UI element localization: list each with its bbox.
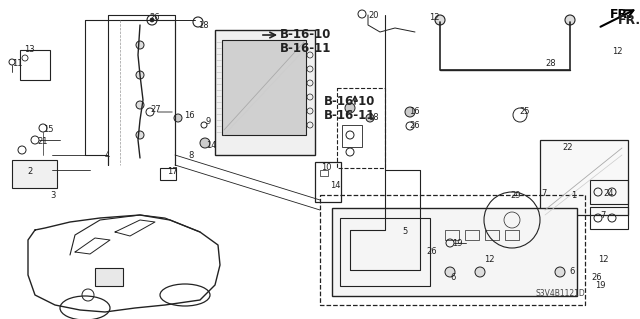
Bar [95, 268, 123, 286]
Circle shape [136, 41, 144, 49]
Text: 27: 27 [150, 106, 161, 115]
Text: 6: 6 [450, 272, 456, 281]
Text: 3: 3 [50, 191, 56, 201]
Circle shape [405, 107, 415, 117]
Text: 7: 7 [600, 211, 605, 220]
Bar [540, 140, 628, 215]
Circle shape [136, 101, 144, 109]
Circle shape [445, 267, 455, 277]
Text: 11: 11 [12, 60, 22, 69]
Text: FR.: FR. [610, 8, 633, 21]
Text: 26: 26 [426, 247, 436, 256]
Circle shape [136, 131, 144, 139]
Text: 17: 17 [167, 167, 178, 175]
Text: 7: 7 [541, 189, 547, 197]
Text: B-16-11: B-16-11 [280, 42, 332, 55]
Text: 12: 12 [484, 256, 495, 264]
Bar [222, 40, 306, 135]
Circle shape [150, 18, 154, 22]
Text: 18: 18 [368, 113, 379, 122]
Bar [340, 218, 430, 286]
Circle shape [366, 114, 374, 122]
Bar [215, 30, 315, 155]
Bar [332, 208, 577, 296]
Text: S3V4B1121D: S3V4B1121D [536, 289, 586, 298]
Text: 25: 25 [519, 108, 529, 116]
Text: 12: 12 [429, 13, 440, 23]
Text: 15: 15 [43, 124, 54, 133]
Text: 14: 14 [206, 140, 216, 150]
Text: 12: 12 [598, 256, 609, 264]
Text: 18: 18 [198, 21, 209, 31]
Text: 26: 26 [409, 121, 420, 130]
Text: 6: 6 [569, 268, 574, 277]
Text: 14: 14 [330, 181, 340, 189]
Bar [342, 125, 362, 147]
Bar [485, 230, 499, 240]
Text: 26: 26 [149, 12, 159, 21]
Text: 19: 19 [452, 239, 463, 248]
Bar [445, 230, 459, 240]
Bar [505, 230, 519, 240]
Circle shape [136, 71, 144, 79]
Text: 21: 21 [37, 137, 47, 146]
Text: 24: 24 [603, 189, 614, 198]
Text: 26: 26 [591, 273, 602, 283]
Text: 12: 12 [612, 47, 623, 56]
Bar [590, 180, 628, 204]
Text: B-16-10: B-16-10 [324, 95, 376, 108]
Text: 10: 10 [321, 162, 332, 172]
Circle shape [475, 267, 485, 277]
Text: 13: 13 [24, 46, 35, 55]
Circle shape [555, 267, 565, 277]
Text: 20: 20 [368, 11, 378, 19]
Circle shape [345, 103, 355, 113]
Bar [12, 160, 57, 188]
Text: 28: 28 [545, 60, 556, 69]
Text: 19: 19 [595, 281, 605, 291]
Text: 29: 29 [510, 191, 520, 201]
Bar [20, 50, 50, 80]
Bar [590, 207, 628, 229]
Text: B-16-10: B-16-10 [280, 28, 332, 41]
Text: FR.: FR. [618, 14, 640, 27]
Bar [465, 230, 479, 240]
Bar [337, 88, 385, 168]
Circle shape [200, 138, 210, 148]
Circle shape [565, 15, 575, 25]
Text: 1: 1 [571, 190, 576, 199]
Text: 5: 5 [402, 227, 407, 236]
Bar [160, 168, 176, 180]
Bar [315, 162, 341, 202]
Text: 4: 4 [105, 151, 110, 160]
Text: 22: 22 [562, 143, 573, 152]
Bar [320, 195, 585, 305]
Text: B-16-11: B-16-11 [324, 109, 376, 122]
Text: 16: 16 [409, 108, 420, 116]
Bar [320, 170, 328, 176]
Circle shape [174, 114, 182, 122]
Text: 9: 9 [206, 116, 211, 125]
Text: 2: 2 [27, 167, 32, 176]
Text: 16: 16 [184, 110, 195, 120]
Text: 8: 8 [188, 152, 193, 160]
Circle shape [435, 15, 445, 25]
